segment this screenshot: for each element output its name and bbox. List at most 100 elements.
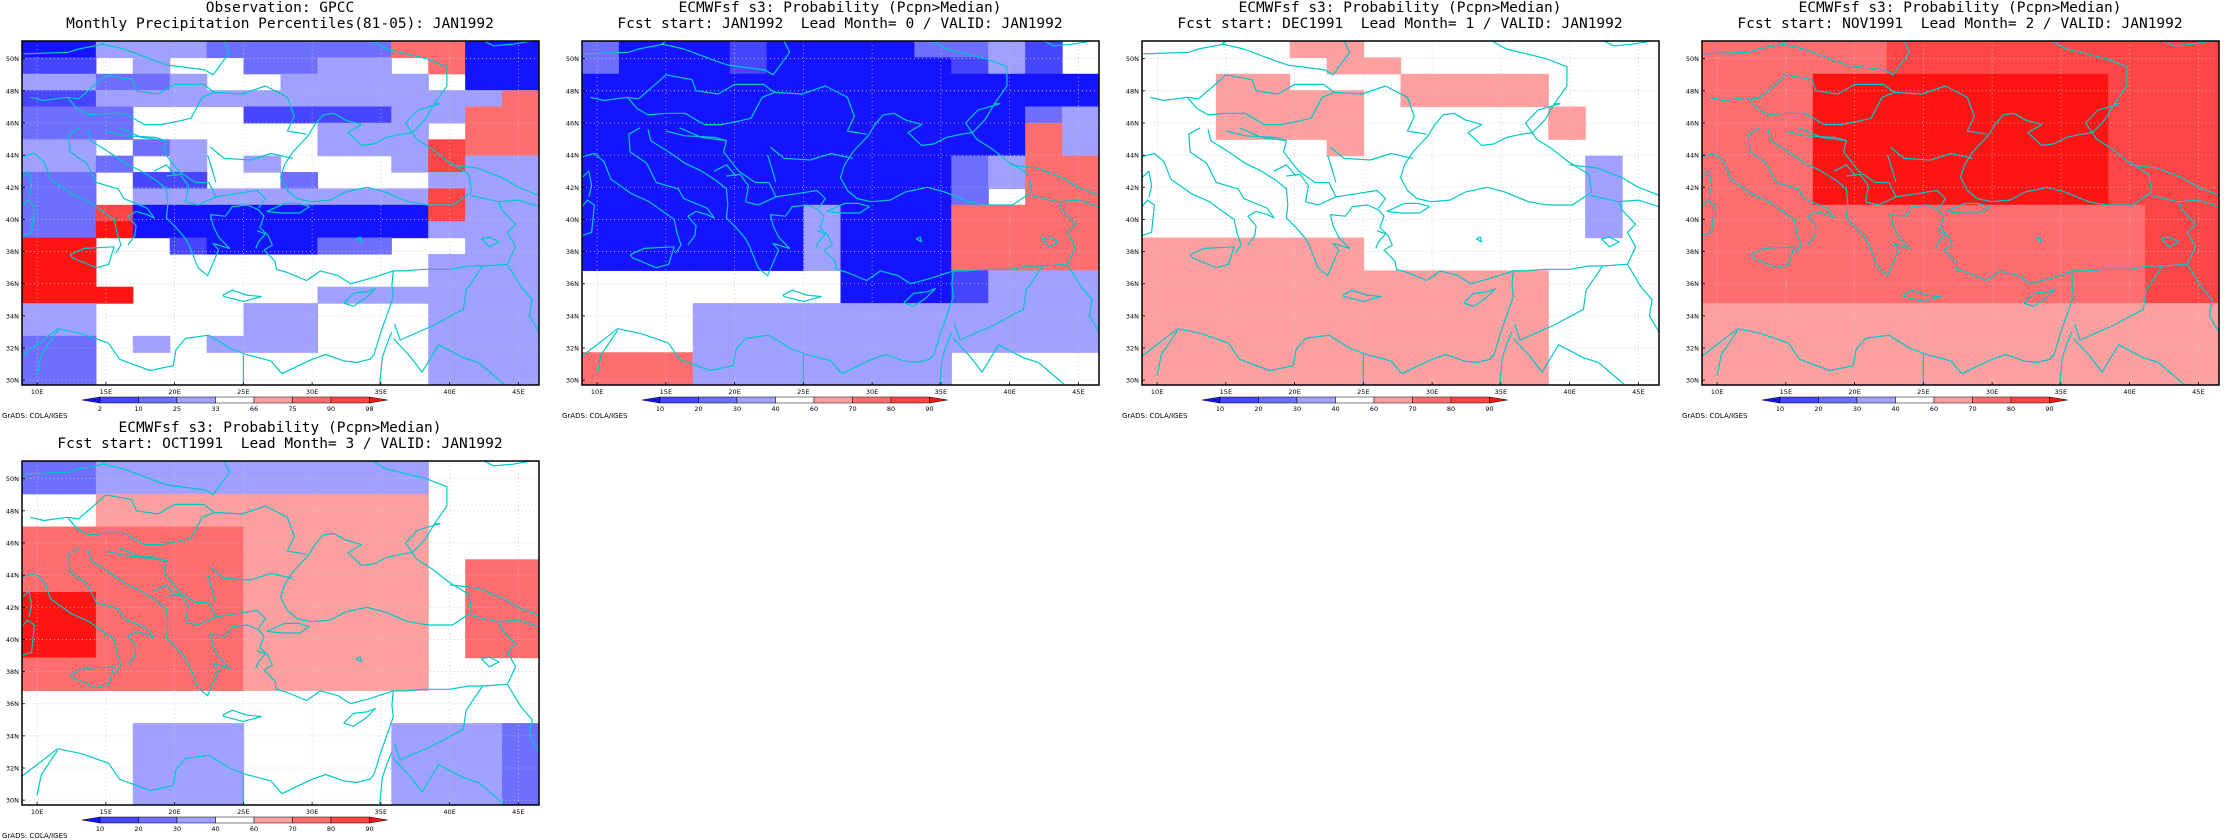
grid-cell — [1215, 90, 1254, 108]
grid-cell — [1775, 303, 1814, 321]
grid-cell — [840, 90, 879, 108]
coast-line — [394, 685, 484, 761]
grid-cell — [1812, 172, 1851, 190]
grid-cell — [354, 608, 392, 626]
grid-cell — [206, 461, 245, 478]
grid-cell — [1960, 303, 1999, 321]
grid-cell — [1702, 303, 1740, 321]
colorbar: 10 20 30 40 60 70 80 90 — [1201, 396, 1508, 413]
grid-cell — [1849, 188, 1888, 206]
grid-cell — [391, 139, 429, 157]
grid-cell — [1886, 270, 1925, 288]
grid-cell — [1923, 106, 1962, 124]
grid-cell — [988, 335, 1026, 353]
grid-cell — [840, 73, 879, 91]
grid-cell — [1960, 106, 1999, 124]
grid-cell — [692, 73, 731, 91]
lat-tick-label: 50N — [6, 55, 19, 63]
coast-line — [1935, 230, 1946, 249]
grid-cell — [1437, 90, 1475, 108]
coast-line — [1142, 328, 1403, 375]
grid-cell — [169, 542, 208, 560]
grid-cell — [1062, 155, 1099, 173]
grid-cell — [2182, 90, 2219, 108]
grid-cell — [1886, 335, 1925, 353]
grid-cell — [1886, 57, 1925, 75]
grid-cell — [243, 57, 282, 75]
grid-cell — [391, 90, 429, 108]
grid-cell — [1775, 335, 1814, 353]
grid-cell — [391, 575, 429, 593]
probability-map: 50N 48N 46N 44N 42N 40N 38N 36N 34N 32N 30N 10E 15E 2… — [1126, 40, 1660, 413]
shaded-cells — [1142, 41, 1623, 385]
grid-cell — [317, 461, 355, 478]
coast-line — [1716, 329, 1739, 376]
grid-cell — [502, 608, 539, 626]
grid-cell — [1702, 335, 1740, 353]
grid-cell — [2071, 122, 2109, 140]
grid-cell — [354, 493, 392, 511]
grid-cell — [1775, 188, 1814, 206]
colorbar-swatch — [890, 396, 930, 404]
grid-cell — [22, 270, 60, 288]
grid-cell — [58, 73, 97, 91]
grid-cell — [988, 237, 1026, 255]
grid-cell — [1923, 368, 1962, 385]
grid-cell — [2108, 270, 2146, 288]
grid-cell — [502, 204, 539, 222]
grid-cell — [1849, 106, 1888, 124]
grid-cell — [1738, 286, 1777, 304]
grid-cell — [1511, 335, 1549, 353]
grid-cell — [354, 575, 392, 593]
grid-cell — [1886, 368, 1925, 385]
grid-cell — [2071, 352, 2109, 370]
grid-cell — [354, 510, 392, 528]
grid-cell — [169, 673, 208, 691]
panel-forecast-lead3: ECMWFsf s3: Probability (Pcpn>Median) Fc… — [0, 420, 560, 840]
grid-cell — [2145, 41, 2183, 58]
grid-cell — [206, 641, 245, 659]
lat-tick-label: 46N — [566, 119, 579, 127]
coast-line — [1959, 103, 2153, 206]
coast-line — [1767, 91, 1895, 126]
grid-cell — [1886, 303, 1925, 321]
grid-cell — [1886, 352, 1925, 370]
grid-cell — [243, 303, 282, 321]
grid-cell — [1511, 319, 1549, 337]
grid-cell — [132, 139, 171, 157]
grid-cell — [58, 237, 97, 255]
grid-cell — [729, 204, 768, 222]
coastlines — [1142, 41, 1659, 385]
grid-cell — [243, 559, 282, 577]
grid-cell — [1474, 90, 1512, 108]
grid-cell — [391, 788, 429, 805]
grid-cell — [206, 41, 245, 58]
grid-cell — [2071, 286, 2109, 304]
coast-line — [379, 751, 393, 805]
grid-cell — [1812, 188, 1851, 206]
lat-tick-label: 32N — [1126, 345, 1139, 353]
grid-cell — [2071, 106, 2109, 124]
grid-cell — [280, 493, 319, 511]
grid-cell — [428, 90, 466, 108]
lon-tick-label: 10E — [31, 388, 43, 396]
grid-cell — [766, 303, 805, 321]
grid-cell — [22, 673, 60, 691]
grid-cell — [243, 155, 282, 173]
grid-cell — [2182, 368, 2219, 385]
coast-line — [87, 511, 215, 546]
grid-cell — [280, 510, 319, 528]
grid-cell — [1775, 57, 1814, 75]
grid-cell — [766, 221, 805, 239]
grid-cell — [988, 155, 1026, 173]
grid-cell — [502, 624, 539, 642]
grid-cell — [1178, 335, 1217, 353]
coast-line — [679, 127, 727, 142]
grid-cell — [1886, 139, 1925, 157]
grid-cell — [22, 57, 60, 75]
grid-cell — [1775, 106, 1814, 124]
grid-cell — [169, 204, 208, 222]
grid-cell — [1849, 139, 1888, 157]
lat-tick-label: 50N — [1126, 55, 1139, 63]
coast-line — [1785, 130, 1946, 209]
